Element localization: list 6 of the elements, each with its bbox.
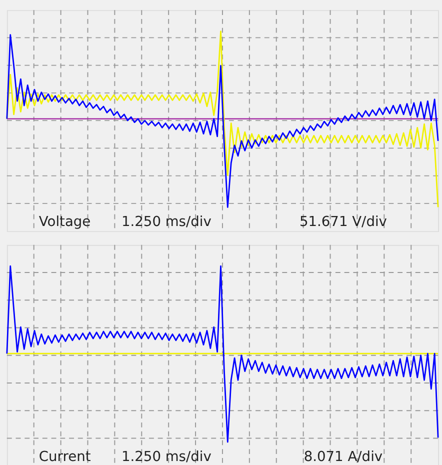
text: Current <box>38 448 92 465</box>
text: 1.250 ms/div <box>121 214 212 230</box>
text: 51.671 V/div <box>299 214 387 230</box>
text: 8.071 A/div <box>304 448 383 465</box>
text: Voltage <box>38 214 91 230</box>
text: 1.250 ms/div <box>121 448 212 465</box>
